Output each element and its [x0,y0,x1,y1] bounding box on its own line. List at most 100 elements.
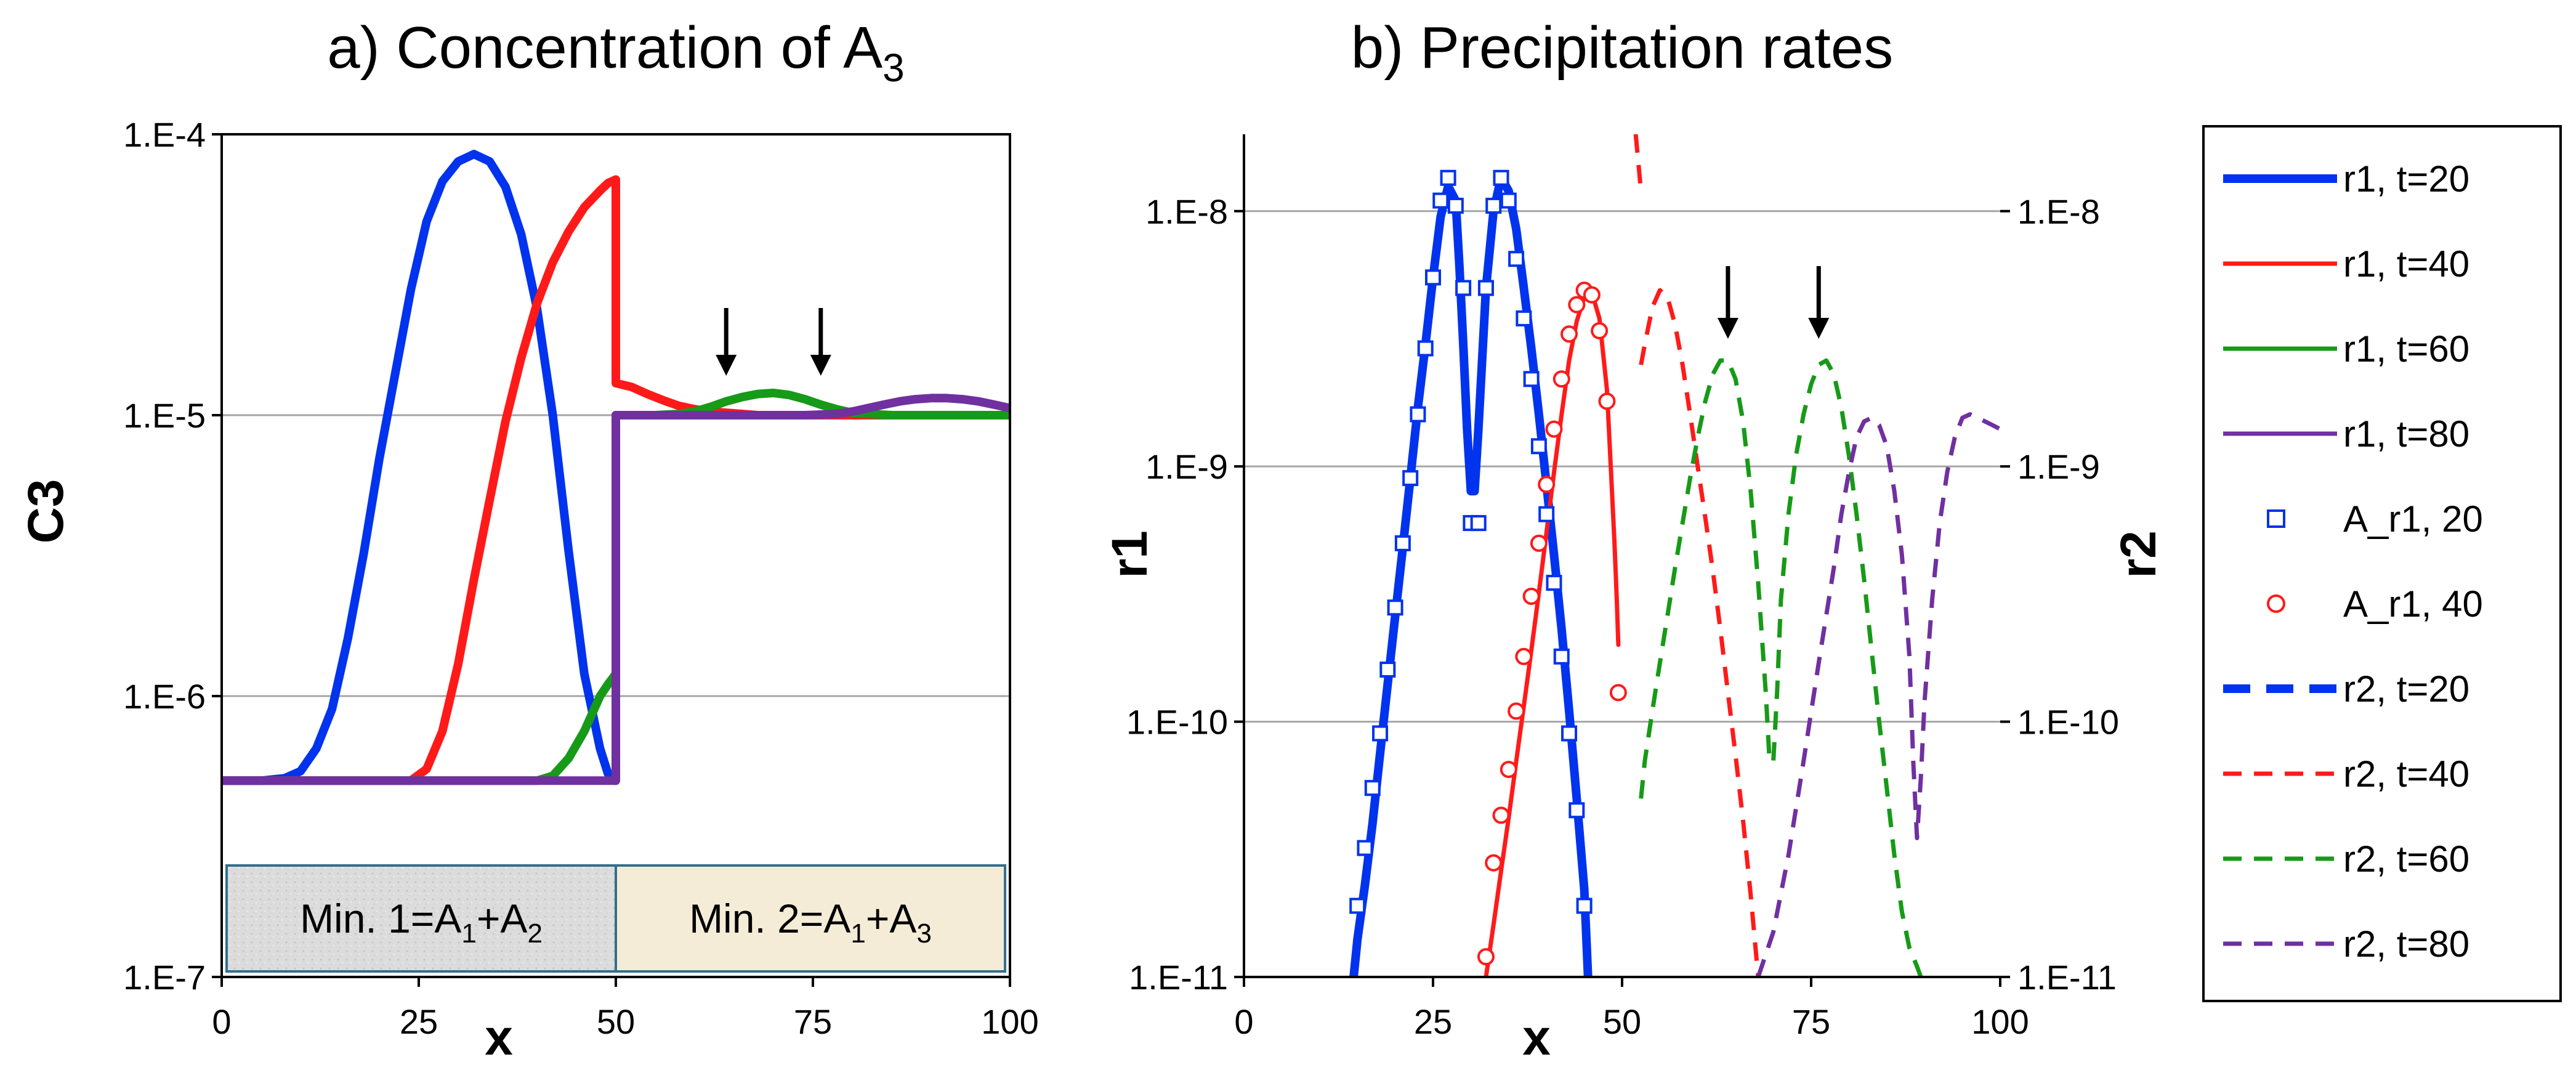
data-point-square [1410,406,1426,423]
panel-b-x-axis-label: x [1522,1010,1551,1066]
legend-items: r1, t=20 r1, t=40 r1, t=60 r1, t=80 A_r1, 20… [2223,158,2483,965]
data-point-square [1394,535,1411,551]
panel-b-gridlines [1244,210,2000,723]
legend-item: r1, t=20 [2223,158,2469,200]
x-tick-label: 50 [597,1002,635,1041]
series-line [1633,134,1644,192]
data-point-circle [1568,296,1586,314]
data-point-square [1417,340,1434,357]
data-point-square [1516,310,1532,326]
arrow-head [1717,318,1738,339]
series-line [1639,288,1761,977]
data-point-square [1553,648,1570,665]
legend-label: r1, t=60 [2343,328,2469,370]
series-line [1349,173,1593,977]
panel-b-y2-axis-label: r2 [2110,530,2166,578]
series-line [222,394,1010,785]
legend-frame [2202,125,2562,1002]
data-point-circle [1508,702,1525,720]
legend-label: r2, t=20 [2343,668,2469,710]
data-point-square [1508,251,1525,267]
data-point-circle [1545,420,1563,438]
y2-tick-label: 1.E-9 [2017,447,2100,486]
legend-item: r2, t=20 [2223,668,2469,710]
panel-b-series [1349,134,2000,977]
legend-item: r1, t=60 [2223,328,2469,370]
series-line [1484,290,1621,977]
data-point-square [1432,192,1449,209]
data-point-circle [1552,370,1570,388]
data-point-square [1379,661,1396,678]
y-tick-label: 1.E-8 [1145,192,1228,231]
data-point-square [1561,725,1578,742]
data-point-circle [1538,476,1556,493]
y-tick-label: 1.E-6 [123,677,206,716]
panel-a-x-ticks: 0 25 50 75 100 [212,977,1039,1041]
legend-label: r1, t=80 [2343,413,2469,455]
data-point-square [1349,898,1366,914]
data-point-square [1569,802,1585,819]
data-point-circle [1609,684,1627,702]
data-point-square [1357,840,1373,856]
x-tick-label: 25 [400,1002,438,1041]
panel-b-title: b) Precipitation rates [1351,15,1893,81]
data-point-circle [1530,534,1548,552]
arrow-head [716,355,737,376]
panel-a-y-ticks: 1.E-7 1.E-6 1.E-5 1.E-4 [123,115,222,997]
data-point-circle [1485,854,1503,872]
panel-b-y-axis-label: r1 [1102,530,1158,578]
data-point-square [1500,192,1517,209]
data-point-square [1485,197,1502,214]
legend-label: r2, t=40 [2343,753,2469,795]
data-point-square [1546,575,1562,591]
y-tick-label: 1.E-5 [123,396,206,435]
panel-b-y2-ticks: 1.E-11 1.E-10 1.E-9 1.E-8 [2000,192,2119,997]
legend-item: r2, t=80 [2223,923,2469,965]
data-point-square [1493,169,1509,186]
data-point-square [1387,599,1403,616]
x-tick-label: 75 [1792,1002,1830,1041]
panel-b-x-ticks: 0 25 50 75 100 [1234,977,2029,1041]
data-point-square [1364,780,1381,796]
legend-item: r2, t=40 [2223,753,2469,795]
legend-label: r1, t=20 [2343,158,2469,200]
data-point-circle [1561,325,1578,343]
legend-label: r2, t=60 [2343,838,2469,880]
region-box-min1 [225,864,617,973]
x-tick-label: 100 [981,1002,1038,1041]
data-point-circle [1492,806,1510,824]
legend-item: A_r1, 40 [2267,583,2483,625]
series-line [1756,412,2000,977]
arrow-head [1808,318,1830,339]
panel-b-y-ticks: 1.E-11 1.E-10 1.E-9 1.E-8 [1126,192,1244,997]
data-point-circle [1500,761,1517,779]
panel-a-region-boxes: Min. 1=A1+A2 Min. 2=A1+A3 [225,864,1006,973]
data-point-square [1477,280,1494,296]
panel-b-arrows [1717,266,1830,339]
y-tick-label: 1.E-11 [1129,958,1228,997]
legend-item: r1, t=40 [2223,243,2469,285]
region-box-min2 [615,864,1006,973]
region-label-min1: Min. 1=A1+A2 [300,896,543,949]
legend-label: A_r1, 20 [2343,498,2483,540]
data-point-circle [1591,322,1609,339]
legend-label: A_r1, 40 [2343,583,2483,625]
y-tick-label: 1.E-9 [1145,447,1228,486]
y2-tick-label: 1.E-8 [2017,192,2100,231]
arrow-head [810,355,831,376]
data-point-circle [1583,286,1601,304]
y2-tick-label: 1.E-10 [2017,703,2119,742]
legend-item: r1, t=80 [2223,413,2469,455]
x-tick-label: 25 [1414,1002,1452,1041]
panel-a-series [222,150,1010,785]
x-tick-label: 0 [1234,1002,1253,1041]
data-point-square [1530,438,1547,455]
x-tick-label: 0 [212,1002,231,1041]
data-point-circle [1522,587,1540,605]
y-tick-label: 1.E-7 [123,958,206,997]
data-point-square [1372,725,1389,742]
x-tick-label: 100 [1971,1002,2029,1041]
legend-label: r1, t=40 [2343,243,2469,285]
data-point-square [1440,169,1456,186]
y-tick-label: 1.E-10 [1126,703,1228,742]
